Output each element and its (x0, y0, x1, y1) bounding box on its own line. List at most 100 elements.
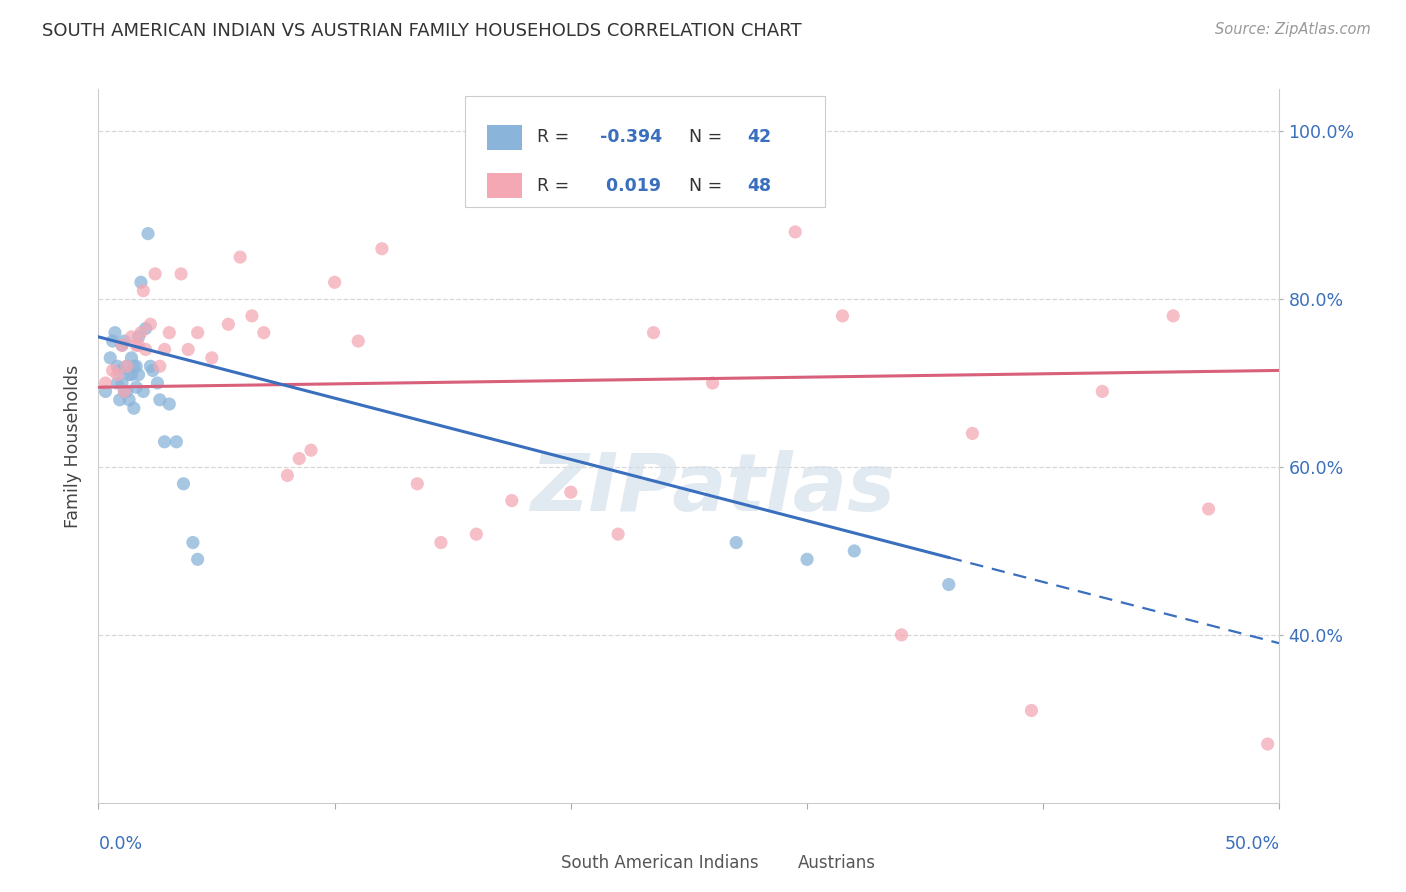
Point (962, 426, 984, 441)
Text: SOUTH AMERICAN INDIAN VS AUSTRIAN FAMILY HOUSEHOLDS CORRELATION CHART: SOUTH AMERICAN INDIAN VS AUSTRIAN FAMILY… (42, 22, 801, 40)
Point (240, 309, 263, 323)
Text: N =: N = (689, 128, 728, 146)
Point (217, 318, 239, 332)
Text: South American Indians: South American Indians (561, 855, 759, 872)
Point (229, 250, 252, 264)
Point (125, 380, 148, 394)
Point (94, 384, 117, 399)
Point (465, 527, 488, 541)
Point (844, 544, 866, 558)
Point (105, 368, 128, 382)
Text: Source: ZipAtlas.com: Source: ZipAtlas.com (1215, 22, 1371, 37)
Point (115, 359, 138, 374)
Point (132, 284, 155, 298)
Point (938, 577, 960, 591)
Point (135, 321, 157, 335)
Point (111, 376, 134, 390)
FancyBboxPatch shape (464, 96, 825, 207)
Point (1091, 384, 1114, 399)
Point (135, 343, 157, 357)
Point (347, 334, 370, 348)
Point (129, 275, 152, 289)
Point (785, 225, 807, 239)
Point (501, 493, 523, 508)
Point (187, 326, 209, 340)
Point (288, 451, 311, 466)
Point (607, 527, 630, 541)
Point (157, 397, 180, 411)
Text: N =: N = (689, 177, 728, 194)
Point (121, 351, 143, 365)
Point (112, 384, 135, 399)
Text: R =: R = (537, 128, 574, 146)
Point (702, 376, 724, 390)
Point (111, 338, 134, 352)
Point (122, 359, 145, 374)
Point (101, 363, 124, 377)
Point (643, 326, 665, 340)
Text: -0.394: -0.394 (600, 128, 662, 146)
Text: 50.0%: 50.0% (1225, 835, 1279, 853)
Point (118, 368, 141, 382)
Point (139, 318, 162, 332)
Point (132, 384, 155, 399)
Point (371, 242, 394, 256)
Text: 0.0%: 0.0% (98, 835, 142, 853)
Point (112, 334, 135, 348)
Point (796, 552, 818, 566)
Text: Austrians: Austrians (797, 855, 876, 872)
FancyBboxPatch shape (486, 125, 523, 150)
Text: 42: 42 (747, 128, 770, 146)
Point (177, 343, 200, 357)
Point (98, 351, 121, 365)
Point (1257, 737, 1279, 751)
Point (253, 326, 276, 340)
Text: 48: 48 (747, 177, 770, 194)
Point (128, 338, 150, 352)
Point (111, 338, 134, 352)
Point (560, 485, 582, 500)
Point (831, 309, 853, 323)
Point (181, 535, 204, 549)
Text: 0.019: 0.019 (600, 177, 661, 194)
Point (1198, 502, 1220, 516)
Point (153, 343, 176, 357)
Point (121, 368, 143, 382)
Point (153, 434, 176, 449)
Point (725, 535, 748, 549)
Point (128, 368, 150, 382)
Point (128, 330, 150, 344)
Point (125, 338, 148, 352)
Point (94, 376, 117, 390)
Point (108, 363, 131, 377)
FancyBboxPatch shape (754, 855, 789, 872)
Point (125, 359, 148, 374)
Point (115, 359, 138, 374)
Point (112, 384, 135, 399)
Point (129, 326, 152, 340)
Point (1021, 703, 1043, 717)
Point (170, 267, 193, 281)
Point (149, 392, 172, 407)
Point (323, 275, 346, 289)
Point (187, 552, 209, 566)
Point (201, 351, 224, 365)
Point (101, 334, 124, 348)
Point (115, 384, 138, 399)
Point (118, 392, 141, 407)
Point (142, 363, 165, 377)
Point (105, 376, 128, 390)
Point (105, 359, 128, 374)
Point (139, 359, 162, 374)
Point (149, 359, 172, 374)
Point (276, 468, 298, 483)
Point (406, 476, 429, 491)
Point (172, 476, 194, 491)
Point (104, 326, 127, 340)
Point (136, 227, 159, 241)
FancyBboxPatch shape (486, 173, 523, 198)
FancyBboxPatch shape (517, 855, 553, 872)
Point (143, 267, 166, 281)
Text: ZIPatlas: ZIPatlas (530, 450, 896, 528)
Text: R =: R = (537, 177, 574, 194)
